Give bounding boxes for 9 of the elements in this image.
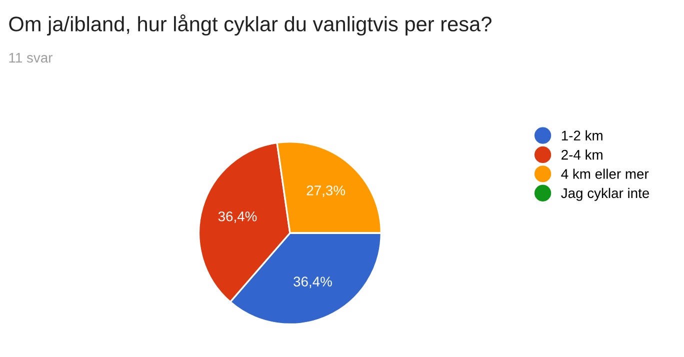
data-label: 36,4% [294, 276, 332, 288]
data-label: 36,4% [218, 211, 257, 223]
legend-label: 2-4 km [562, 150, 602, 160]
legend-label: Jag cyklar inte [561, 188, 650, 201]
legend-label: 4 km eller mer [561, 168, 649, 179]
legend-label: 1-2 km [562, 130, 602, 140]
text: 11 svar [9, 52, 52, 63]
chart-title: Om ja/ibland, hur långt cyklar du vanligtvis per resa? [9, 14, 492, 36]
data-label: 27,3% [306, 186, 346, 198]
